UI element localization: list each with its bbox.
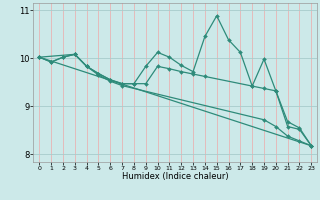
X-axis label: Humidex (Indice chaleur): Humidex (Indice chaleur): [122, 172, 229, 181]
